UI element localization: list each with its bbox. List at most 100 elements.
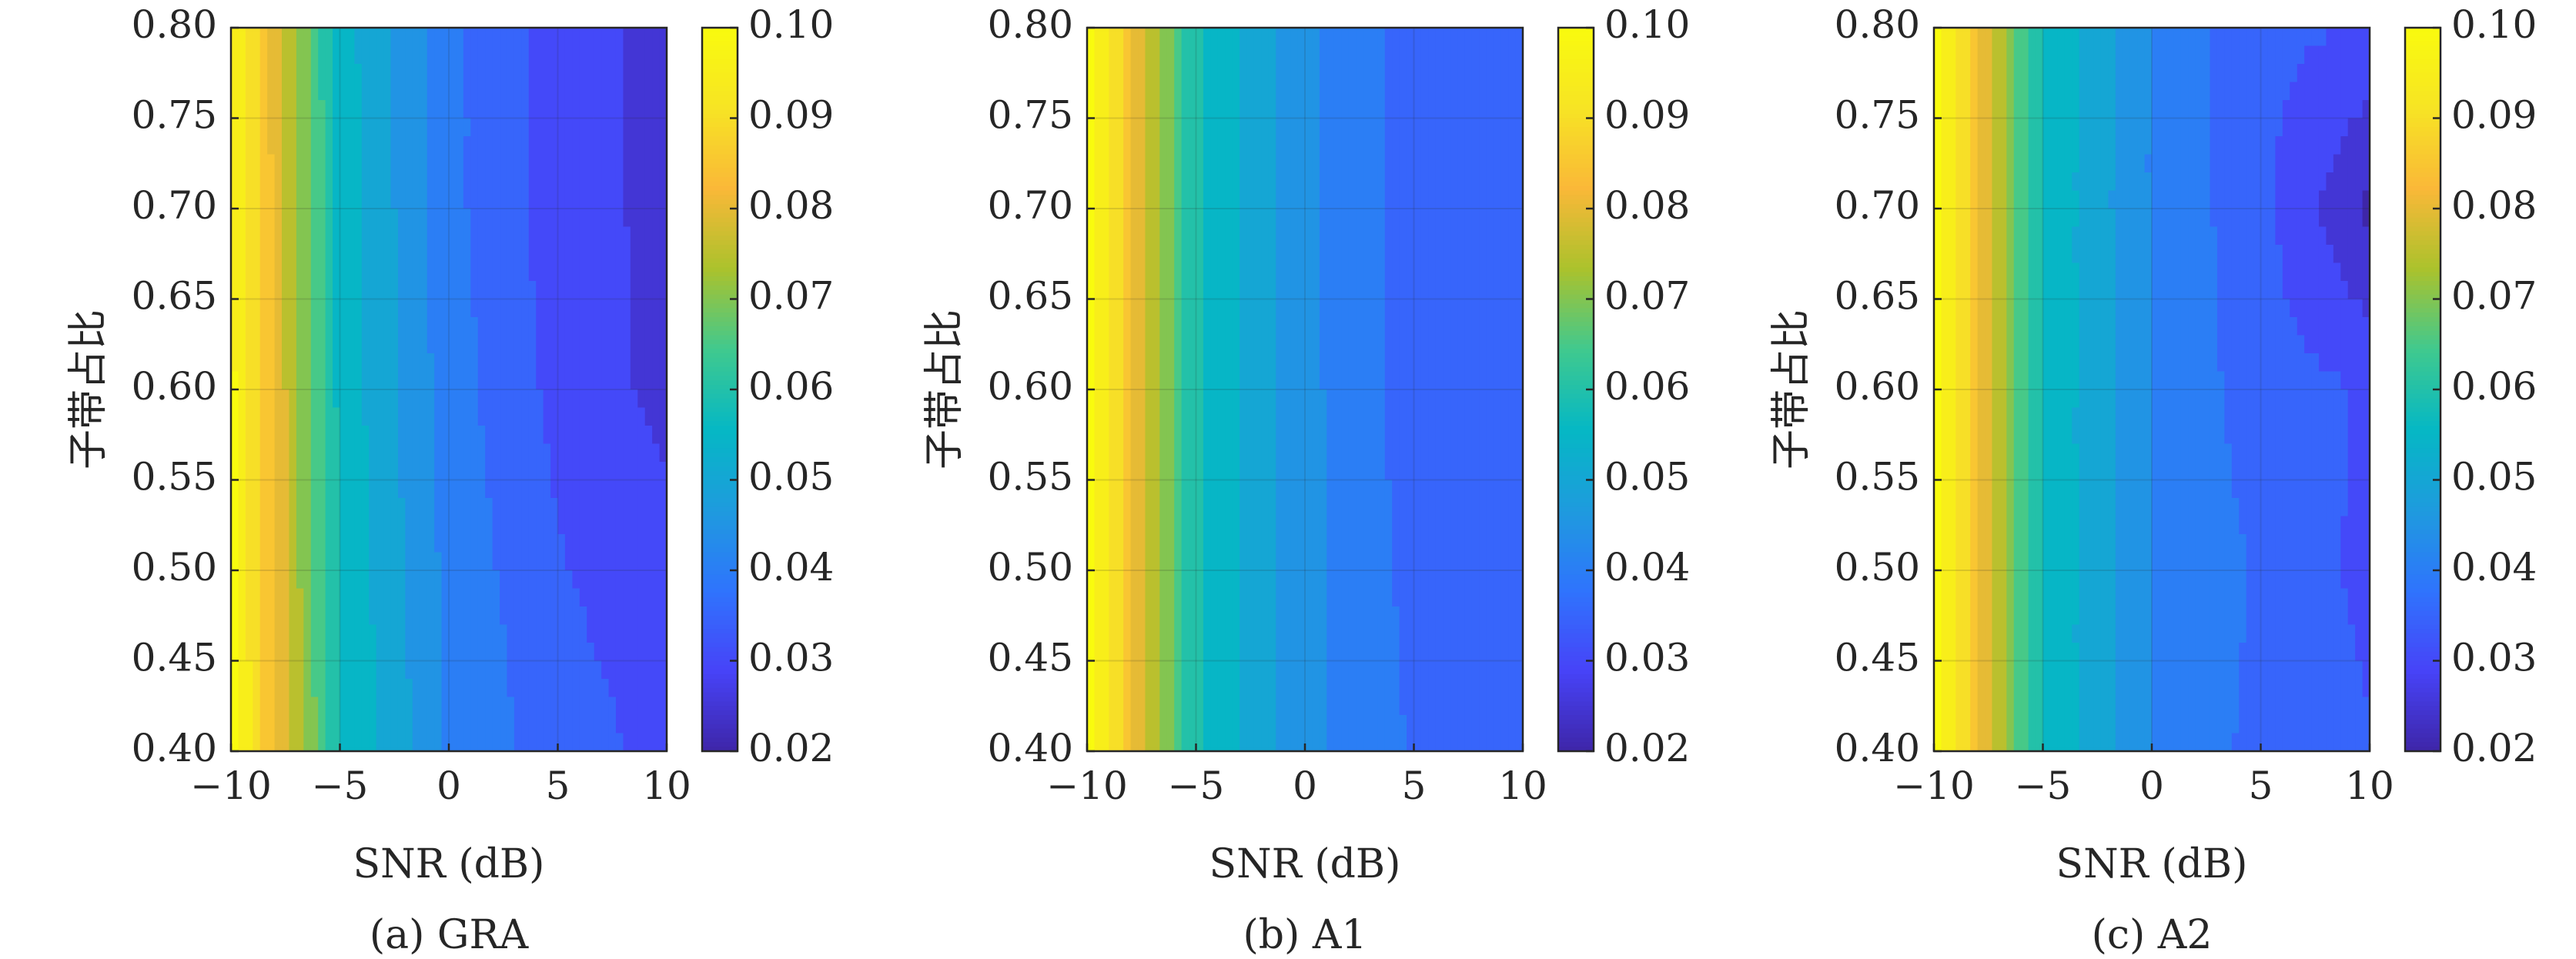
heatmap-cell [659,606,667,626]
heatmap-cell [361,226,370,246]
heatmap-cell [1486,588,1495,607]
heatmap-cell [1246,534,1255,553]
heatmap-cell [296,570,305,590]
colorbar-segment [702,159,738,165]
heatmap-cell [1464,82,1473,101]
colorbar-segment [702,77,738,83]
heatmap-cell [1123,588,1132,607]
y-tick-label: 0.60 [132,364,217,409]
heatmap-cell [1435,281,1444,300]
heatmap-cell [397,570,406,590]
heatmap-cell [623,317,631,336]
heatmap-cell [1407,462,1415,481]
heatmap-cell [1174,443,1183,463]
heatmap-cell [659,209,667,228]
heatmap-cell [1130,172,1139,192]
heatmap-cell [259,516,268,535]
heatmap-cell [340,679,348,698]
heatmap-cell [405,371,413,390]
heatmap-cell [1457,443,1466,463]
heatmap-cell [492,643,500,662]
heatmap-cell [485,82,493,101]
heatmap-cell [485,606,493,626]
heatmap-cell [1319,715,1328,734]
heatmap-cell [1196,534,1204,553]
heatmap-cell [405,498,413,517]
heatmap-cell [361,516,370,535]
heatmap-cell [1356,299,1364,318]
heatmap-cell [1145,245,1153,264]
heatmap-cell [318,462,326,481]
heatmap-cell [1138,136,1146,155]
heatmap-cell [1253,64,1263,83]
heatmap-cell [1181,371,1189,390]
heatmap-cell [282,190,290,209]
heatmap-cell [1181,209,1189,228]
heatmap-cell [1109,443,1117,463]
heatmap-cell [557,715,566,734]
heatmap-cell [1094,643,1102,662]
heatmap-cell [1384,643,1393,662]
heatmap-cell [1123,136,1132,155]
heatmap-cell [608,28,617,47]
heatmap-cell [1515,281,1524,300]
heatmap-cell [564,462,574,481]
heatmap-cell [536,588,544,607]
heatmap-cell [1217,660,1226,680]
heatmap-cell [1225,118,1233,137]
heatmap-cell [1261,118,1270,137]
heatmap-cell [1203,733,1212,752]
heatmap-cell [427,209,435,228]
heatmap-cell [1356,498,1364,517]
heatmap-cell [412,679,421,698]
heatmap-cell [390,570,399,590]
heatmap-cell [543,64,551,83]
heatmap-cell [231,82,239,101]
heatmap-cell [557,624,566,643]
heatmap-cell [1333,371,1342,390]
heatmap-cell [1413,389,1422,409]
heatmap-cell [289,606,297,626]
heatmap-cell [1377,353,1386,373]
heatmap-cell [594,733,602,752]
heatmap-cell [383,534,392,553]
heatmap-cell [253,570,261,590]
colorbar-segment [702,303,738,309]
heatmap-cell [463,262,472,282]
heatmap-cell [1232,462,1240,481]
heatmap-cell [1319,226,1328,246]
heatmap-cell [1166,64,1175,83]
heatmap-cell [1276,697,1284,716]
heatmap-cell [1094,389,1102,409]
heatmap-cell [1450,516,1458,535]
heatmap-cell [1217,154,1226,173]
heatmap-cell [1232,190,1240,209]
heatmap-cell [1145,172,1153,192]
heatmap-cell [1363,317,1371,336]
heatmap-cell [449,606,457,626]
heatmap-cell [1363,697,1371,716]
heatmap-cell [238,389,246,409]
heatmap-cell [253,606,261,626]
heatmap-cell [1159,516,1168,535]
heatmap-cell [420,679,428,698]
heatmap-cell [1246,226,1255,246]
heatmap-cell [361,209,370,228]
heatmap-cell [1326,588,1335,607]
heatmap-cell [1407,407,1415,426]
heatmap-cell [601,660,610,680]
heatmap-cell [1253,118,1263,137]
colorbar-segment [702,132,738,137]
heatmap-cell [1217,172,1226,192]
heatmap-cell [1457,480,1466,499]
heatmap-cell [1094,262,1102,282]
heatmap-cell [1305,190,1313,209]
heatmap-cell [1312,534,1320,553]
heatmap-cell [361,100,370,119]
heatmap-cell [1087,118,1096,137]
heatmap-cell [253,407,261,426]
heatmap-cell [1363,262,1371,282]
heatmap-cell [1413,660,1422,680]
heatmap-cell [456,172,464,192]
heatmap-cell [579,624,588,643]
